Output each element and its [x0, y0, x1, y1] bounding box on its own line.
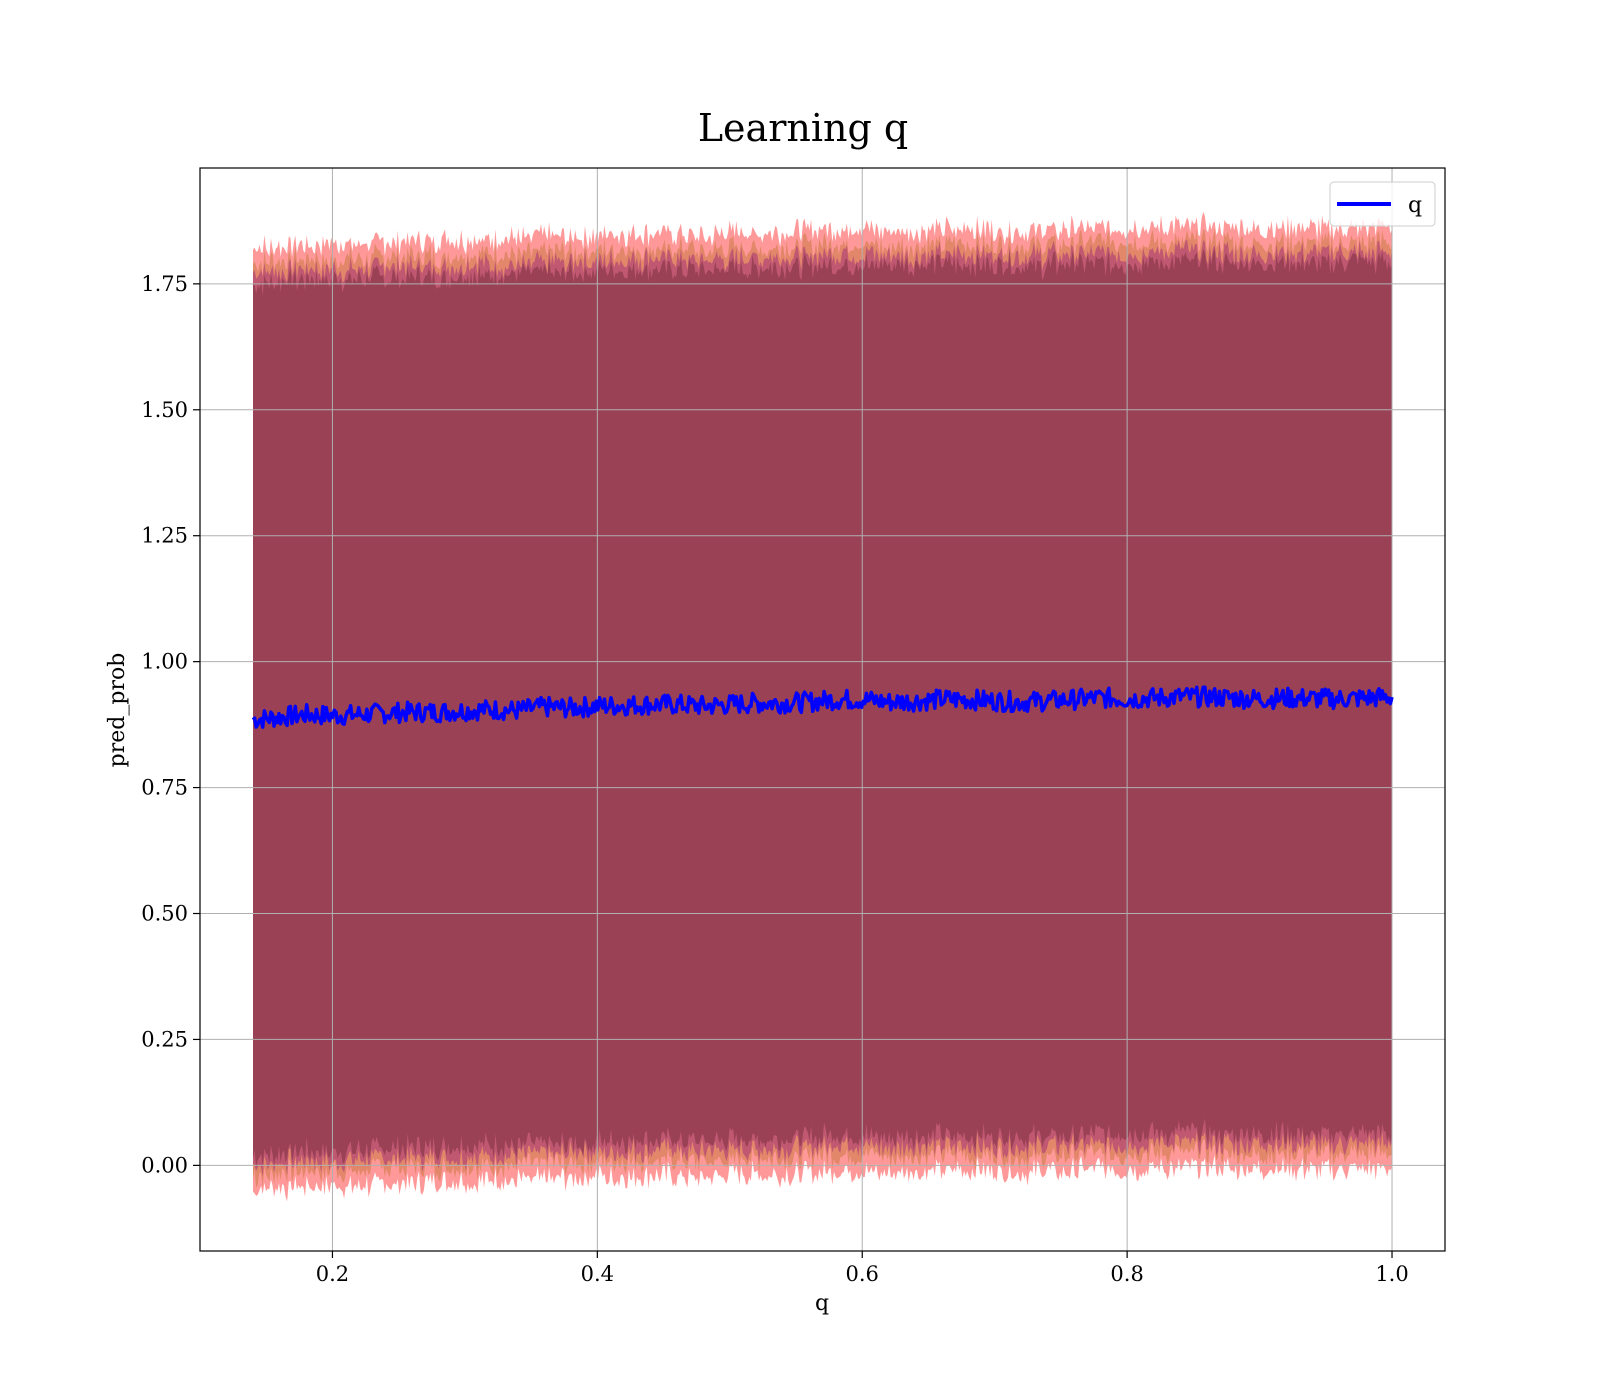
x-axis-label: q: [815, 1291, 829, 1316]
legend: q: [1329, 181, 1436, 227]
x-tick-label: 0.2: [316, 1262, 349, 1286]
x-tick-label: 0.4: [581, 1262, 614, 1286]
grid-lines: [200, 168, 1445, 1251]
series-lines: [251, 685, 1394, 729]
x-axis-ticks: 0.2 0.4 0.6 0.8 1.0: [316, 1251, 1409, 1286]
uncertainty-bands: [253, 211, 1392, 1202]
y-axis-ticks: 0.00 0.25 0.50 0.75 1.00 1.25 1.50 1.75: [141, 272, 200, 1177]
y-tick-label: 0.50: [141, 902, 188, 926]
y-tick-label: 1.00: [141, 650, 188, 674]
x-tick-label: 0.6: [846, 1262, 879, 1286]
y-tick-label: 0.75: [141, 776, 188, 800]
y-tick-label: 1.50: [141, 398, 188, 422]
y-tick-label: 1.75: [141, 272, 188, 296]
x-tick-label: 0.8: [1110, 1262, 1143, 1286]
confidence-band-3: [253, 248, 1392, 1168]
series-line-q: [251, 685, 1394, 729]
y-tick-label: 0.00: [141, 1153, 188, 1177]
y-tick-label: 1.25: [141, 524, 188, 548]
x-tick-label: 1.0: [1375, 1262, 1408, 1286]
y-axis-label: pred_prob: [105, 653, 130, 768]
chart-title: Learning q: [698, 106, 908, 150]
legend-label-q: q: [1408, 193, 1422, 218]
y-tick-label: 0.25: [141, 1027, 188, 1051]
plot-area-frame: [199, 167, 1446, 1252]
